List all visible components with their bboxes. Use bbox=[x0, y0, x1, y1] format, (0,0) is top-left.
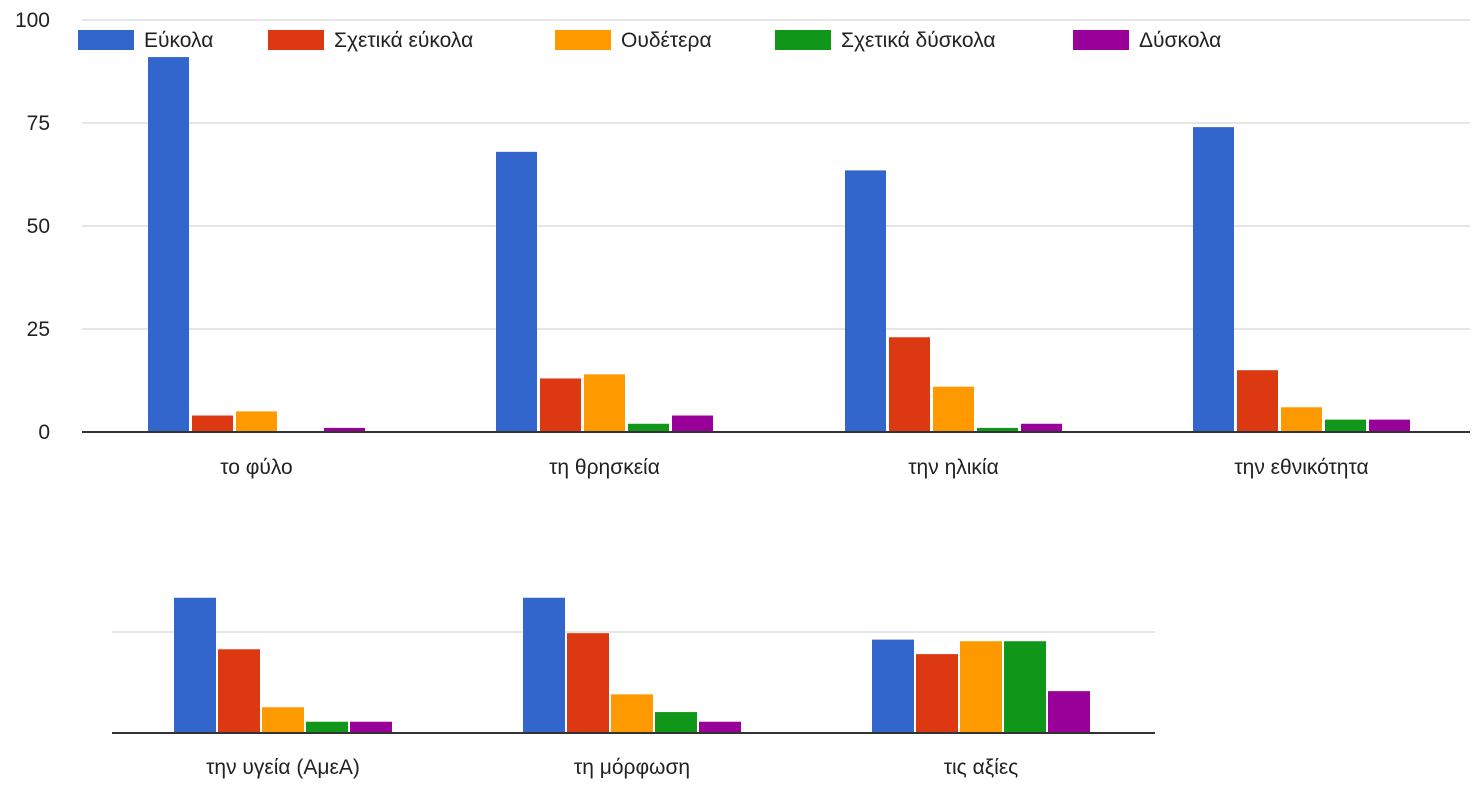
bar-τη-μόρφωση-εύκολα bbox=[523, 597, 565, 733]
bar-την-εθνικότητα-δύσκολα bbox=[1369, 419, 1410, 432]
bar-την-υγεία-αμεα-εύκολα bbox=[174, 597, 216, 733]
bar-τη-θρησκεία-ουδέτερα bbox=[584, 374, 625, 432]
bar-τη-μόρφωση-σχετικά-εύκολα bbox=[567, 633, 609, 733]
bar-το-φύλο-σχετικά-εύκολα bbox=[192, 415, 233, 432]
y-tick-label-75: 75 bbox=[27, 112, 50, 135]
bar-τις-αξίες-δύσκολα bbox=[1048, 691, 1090, 733]
bar-την-υγεία-αμεα-σχετικά-εύκολα bbox=[218, 649, 260, 733]
bar-την-ηλικία-ουδέτερα bbox=[933, 386, 974, 432]
bar-τις-αξίες-σχετικά-εύκολα bbox=[916, 654, 958, 733]
y-tick-label-100: 100 bbox=[15, 9, 50, 32]
legend-label-σχετικά-εύκολα: Σχετικά εύκολα bbox=[334, 29, 473, 52]
bar-τις-αξίες-ουδέτερα bbox=[960, 641, 1002, 733]
bar-την-εθνικότητα-ουδέτερα bbox=[1281, 407, 1322, 432]
bar-τη-θρησκεία-εύκολα bbox=[496, 151, 537, 432]
bar-το-φύλο-δύσκολα bbox=[324, 427, 365, 432]
bar-την-υγεία-αμεα-ουδέτερα bbox=[262, 707, 304, 733]
x-category-label: τη μόρφωση bbox=[574, 756, 690, 779]
x-category-label: την ηλικία bbox=[908, 456, 998, 479]
x-category-label: τη θρησκεία bbox=[549, 456, 660, 479]
legend-swatch-δύσκολα bbox=[1073, 30, 1129, 50]
bar-την-εθνικότητα-σχετικά-εύκολα bbox=[1237, 370, 1278, 432]
legend-label-δύσκολα: Δύσκολα bbox=[1139, 29, 1221, 52]
y-tick-label-25: 25 bbox=[27, 318, 50, 341]
y-tick-label-50: 50 bbox=[27, 215, 50, 238]
legend-swatch-σχετικά-εύκολα bbox=[268, 30, 324, 50]
bar-την-υγεία-αμεα-δύσκολα bbox=[350, 721, 392, 733]
bar-την-ηλικία-εύκολα bbox=[845, 170, 886, 432]
bar-τις-αξίες-εύκολα bbox=[872, 639, 914, 733]
bottom-chart-panel: την υγεία (ΑμεΑ) τη μόρφωση τις αξίες bbox=[112, 597, 1155, 779]
bar-τη-θρησκεία-σχετικά-δύσκολα bbox=[628, 423, 669, 432]
x-category-label: το φύλο bbox=[220, 456, 292, 479]
legend-swatch-ουδέτερα bbox=[555, 30, 611, 50]
bar-την-εθνικότητα-σχετικά-δύσκολα bbox=[1325, 419, 1366, 432]
legend: Εύκολα Σχετικά εύκολα Ουδέτερα Σχετικά δύσκ… bbox=[78, 29, 1221, 52]
legend-swatch-εύκολα bbox=[78, 30, 134, 50]
bar-τη-μόρφωση-ουδέτερα bbox=[611, 694, 653, 733]
legend-label-ουδέτερα: Ουδέτερα bbox=[621, 29, 712, 52]
legend-label-εύκολα: Εύκολα bbox=[144, 29, 213, 52]
y-tick-label-0: 0 bbox=[38, 421, 50, 444]
bar-την-ηλικία-δύσκολα bbox=[1021, 423, 1062, 432]
legend-swatch-σχετικά-δύσκολα bbox=[775, 30, 831, 50]
bar-τις-αξίες-σχετικά-δύσκολα bbox=[1004, 641, 1046, 733]
bar-την-ηλικία-σχετικά-δύσκολα bbox=[977, 427, 1018, 432]
x-category-label: την υγεία (ΑμεΑ) bbox=[206, 756, 360, 779]
bar-την-εθνικότητα-εύκολα bbox=[1193, 127, 1234, 433]
legend-label-σχετικά-δύσκολα: Σχετικά δύσκολα bbox=[841, 29, 996, 52]
x-category-label: την εθνικότητα bbox=[1234, 456, 1368, 479]
bar-τη-θρησκεία-δύσκολα bbox=[672, 415, 713, 432]
bar-το-φύλο-ουδέτερα bbox=[236, 411, 277, 432]
bar-την-υγεία-αμεα-σχετικά-δύσκολα bbox=[306, 721, 348, 733]
x-category-label: τις αξίες bbox=[944, 756, 1019, 779]
bar-το-φύλο-εύκολα bbox=[148, 57, 189, 433]
top-chart-panel: 0 25 50 75 100 το φύλο τη θρησκεία την ηλικία τη… bbox=[15, 9, 1470, 479]
bar-τη-μόρφωση-σχετικά-δύσκολα bbox=[655, 712, 697, 733]
bar-την-ηλικία-σχετικά-εύκολα bbox=[889, 337, 930, 432]
bar-τη-θρησκεία-σχετικά-εύκολα bbox=[540, 378, 581, 432]
bar-τη-μόρφωση-δύσκολα bbox=[699, 721, 741, 733]
